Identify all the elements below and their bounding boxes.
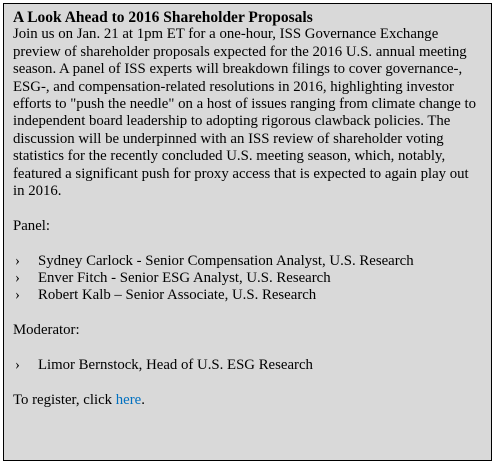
register-line: To register, click here. bbox=[13, 392, 483, 409]
register-prefix: To register, click bbox=[13, 391, 116, 408]
announcement-title: A Look Ahead to 2016 Shareholder Proposa… bbox=[13, 9, 313, 26]
panel-member: Enver Fitch - Senior ESG Analyst, U.S. R… bbox=[38, 270, 331, 287]
moderator-heading: Moderator: bbox=[13, 322, 80, 339]
bullet-icon: › bbox=[15, 270, 20, 287]
panel-member-item: › Sydney Carlock - Senior Compensation A… bbox=[13, 253, 483, 270]
register-suffix: . bbox=[141, 391, 145, 408]
moderator-list: › Limor Bernstock, Head of U.S. ESG Rese… bbox=[13, 357, 483, 374]
event-announcement-box: A Look Ahead to 2016 Shareholder Proposa… bbox=[3, 3, 492, 461]
bullet-icon: › bbox=[15, 287, 20, 304]
register-link[interactable]: here bbox=[115, 391, 142, 408]
panel-heading: Panel: bbox=[13, 217, 50, 234]
spacer bbox=[13, 374, 483, 391]
spacer bbox=[13, 200, 483, 217]
panel-member-item: › Enver Fitch - Senior ESG Analyst, U.S.… bbox=[13, 270, 483, 287]
panel-member: Sydney Carlock - Senior Compensation Ana… bbox=[38, 252, 414, 269]
panel-member: Robert Kalb – Senior Associate, U.S. Res… bbox=[38, 287, 317, 304]
spacer bbox=[13, 340, 483, 357]
panel-list: › Sydney Carlock - Senior Compensation A… bbox=[13, 253, 483, 305]
moderator-member: Limor Bernstock, Head of U.S. ESG Resear… bbox=[38, 357, 313, 374]
bullet-icon: › bbox=[15, 357, 20, 374]
spacer bbox=[13, 305, 483, 322]
bullet-icon: › bbox=[15, 252, 20, 269]
moderator-item: › Limor Bernstock, Head of U.S. ESG Rese… bbox=[13, 357, 483, 374]
panel-member-item: › Robert Kalb – Senior Associate, U.S. R… bbox=[13, 287, 483, 304]
intro-paragraph: Join us on Jan. 21 at 1pm ET for a one-h… bbox=[13, 26, 476, 200]
spacer bbox=[13, 235, 483, 252]
